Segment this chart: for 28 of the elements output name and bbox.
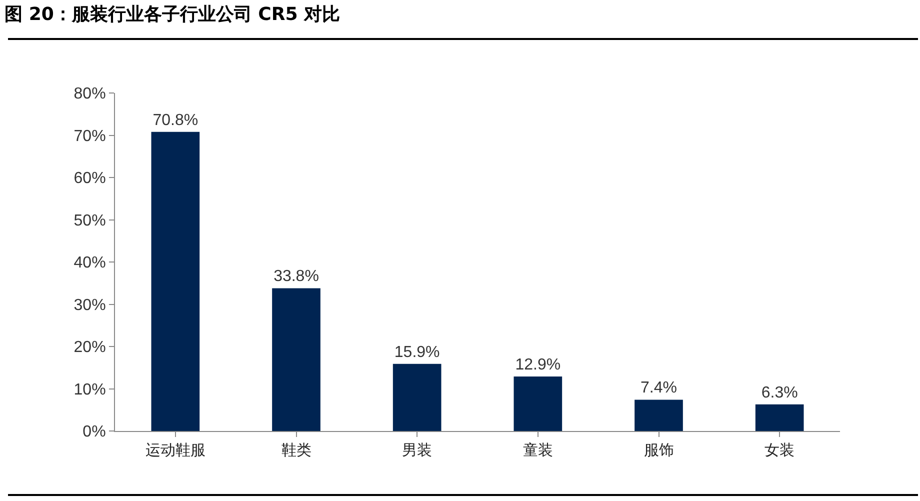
data-label: 70.8% <box>152 112 198 129</box>
x-tick-label: 服饰 <box>644 441 674 459</box>
data-label: 7.4% <box>640 380 677 397</box>
bar <box>151 132 200 431</box>
bar <box>755 404 804 431</box>
x-tick-label: 童装 <box>522 441 553 459</box>
bar <box>272 288 320 431</box>
y-tick-label: 20% <box>74 339 106 356</box>
x-tick-label: 运动鞋服 <box>145 441 206 459</box>
y-tick-label: 80% <box>74 86 106 103</box>
y-tick-label: 0% <box>82 424 106 441</box>
y-tick-label: 50% <box>74 212 106 230</box>
bar <box>514 376 562 431</box>
bar <box>634 400 683 431</box>
chart-title: 图 20：服装行业各子行业公司 CR5 对比 <box>4 4 340 26</box>
x-tick-label: 女装 <box>764 441 795 459</box>
y-tick-label: 10% <box>74 381 106 398</box>
x-tick-label: 男装 <box>402 441 432 459</box>
data-label: 12.9% <box>515 356 561 374</box>
y-tick-label: 40% <box>74 254 106 272</box>
x-tick-label: 鞋类 <box>281 441 312 459</box>
data-label: 33.8% <box>274 268 319 286</box>
bar <box>392 364 442 431</box>
data-label: 15.9% <box>394 344 440 361</box>
data-label: 6.3% <box>761 384 798 402</box>
y-tick-label: 60% <box>74 170 106 188</box>
y-tick-label: 70% <box>74 128 106 145</box>
y-tick-label: 30% <box>74 296 106 314</box>
